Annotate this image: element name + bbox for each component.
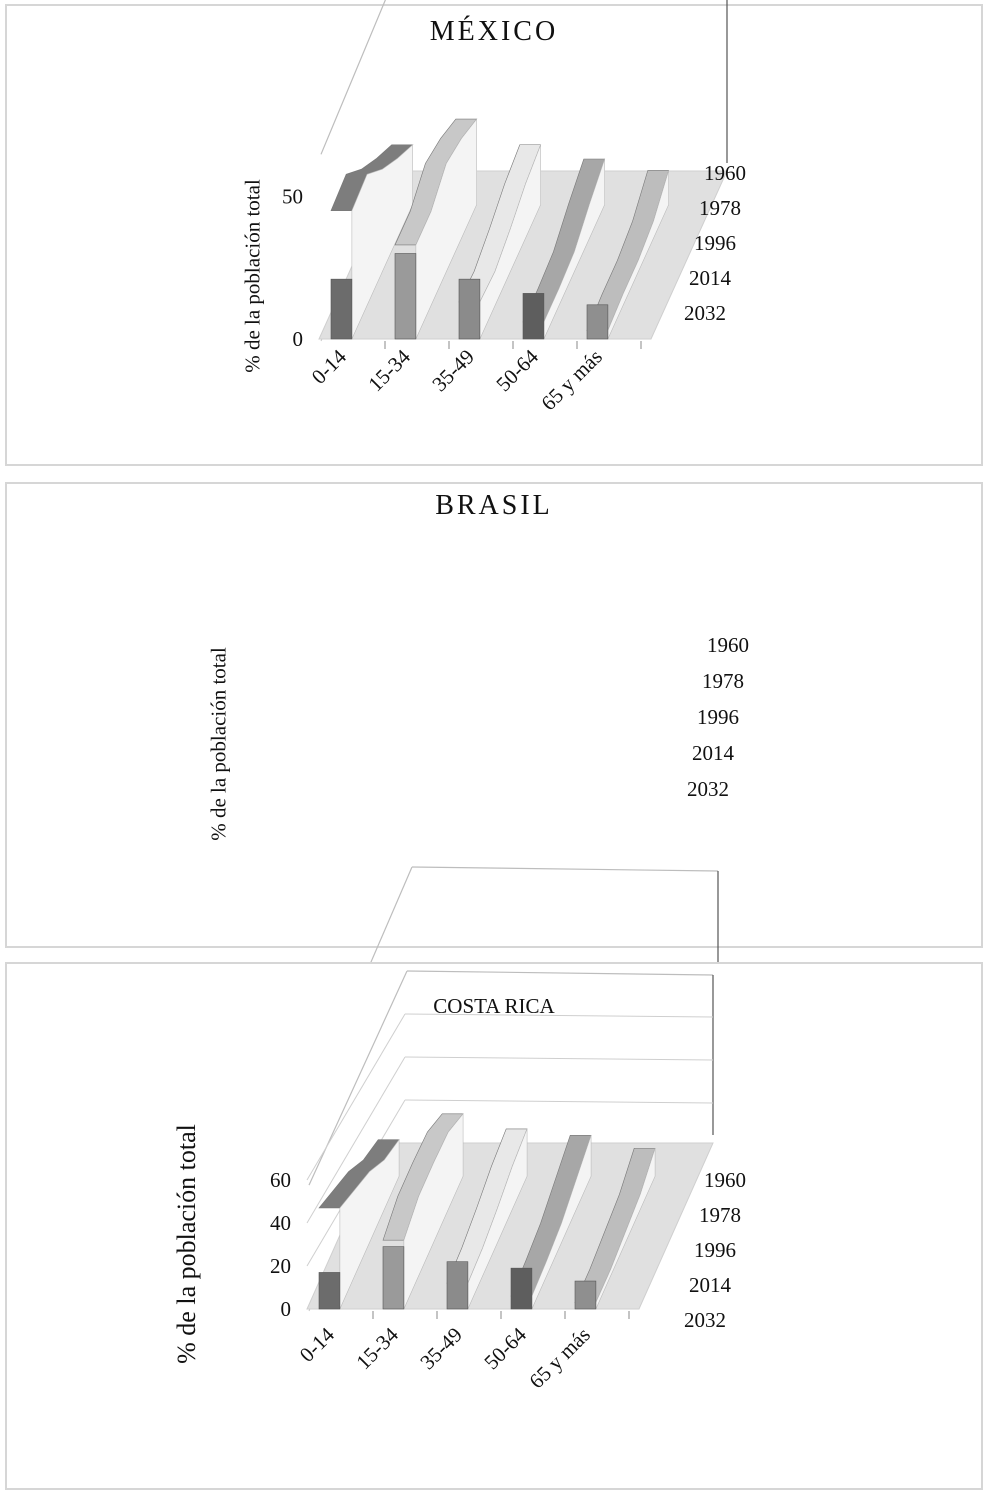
series-depth-label: 1996 xyxy=(694,231,736,255)
ribbon-front xyxy=(318,1272,341,1310)
ribbon-front xyxy=(394,253,417,340)
chart-panel-brasil: BRASIL % de la población total 0500-1415… xyxy=(5,482,983,1379)
gridline-back xyxy=(404,1013,714,1018)
series-depth-label: 1978 xyxy=(699,196,741,220)
ribbon-front xyxy=(458,278,481,340)
ribbon-front xyxy=(446,1261,469,1310)
series-depth-label: 2014 xyxy=(692,741,735,765)
ribbon-side xyxy=(403,1113,464,1310)
y-tick-label: 60 xyxy=(270,1168,291,1192)
series-depth-label: 1960 xyxy=(704,1168,746,1192)
x-tick-label: 0-14 xyxy=(295,1322,340,1367)
series-depth-label: 1978 xyxy=(699,1203,741,1227)
chart-panel-costa-rica: COSTA RICA % de la población total 0 20 40… xyxy=(5,962,983,1490)
x-tick-label: 35-49 xyxy=(427,345,479,397)
ribbon-front xyxy=(382,1246,405,1310)
x-tick-label: 50-64 xyxy=(491,344,543,396)
category-ribbon-35-49 xyxy=(446,1128,528,1310)
gridline-back xyxy=(404,1056,714,1061)
series-depth-label: 1978 xyxy=(702,669,744,693)
category-ribbon-15-34 xyxy=(382,1113,464,1310)
x-tick-label: 50-64 xyxy=(479,1322,531,1374)
ribbon-side xyxy=(543,158,605,340)
series-depth-label: 2032 xyxy=(684,301,726,325)
y-tick-label: 0 xyxy=(281,1297,292,1321)
y-tick-label: 0 xyxy=(293,327,304,351)
series-depth-label: 2014 xyxy=(689,266,732,290)
category-ribbon-35-49 xyxy=(458,144,542,340)
y-tick-label: 50 xyxy=(282,185,303,209)
y-tick-label: 40 xyxy=(270,1211,291,1235)
x-tick-label: 15-34 xyxy=(351,1322,403,1374)
ribbon-side xyxy=(595,1148,656,1310)
ribbon-side xyxy=(531,1135,592,1310)
chart-title: BRASIL xyxy=(435,490,553,521)
gridline-back xyxy=(404,1099,714,1104)
x-tick-label: 65 y más xyxy=(524,1323,595,1394)
ribbon-side xyxy=(607,170,669,340)
series-depth-label: 1960 xyxy=(707,633,749,657)
y-tick-label: 20 xyxy=(270,1254,291,1278)
x-tick-label: 35-49 xyxy=(415,1323,467,1375)
ribbon-front xyxy=(510,1267,533,1310)
category-ribbon-50-64 xyxy=(522,158,606,340)
ribbon-front xyxy=(522,293,545,340)
series-depth-label: 1996 xyxy=(694,1238,736,1262)
ribbon-side xyxy=(479,144,541,340)
ribbon-side xyxy=(415,118,477,340)
gridline xyxy=(306,1056,406,1224)
back-top-edge xyxy=(406,970,714,976)
chart-panel-mexico: MÉXICO % de la población total 0 50 0-14 15… xyxy=(5,0,983,466)
category-ribbon-0-14 xyxy=(330,144,414,340)
x-tick-label: 65 y más xyxy=(536,345,607,416)
series-depth-label: 1960 xyxy=(704,161,746,185)
ribbon-side xyxy=(467,1128,528,1310)
category-ribbon-65-y-más xyxy=(574,1147,656,1310)
chart-title: MÉXICO xyxy=(429,16,559,47)
category-ribbon-15-34 xyxy=(394,118,478,340)
ribbon-side xyxy=(339,1138,400,1310)
series-depth-label: 1996 xyxy=(697,705,739,729)
category-ribbon-65-y-más xyxy=(586,170,670,340)
x-tick-label: 0-14 xyxy=(307,344,352,389)
series-depth-label: 2032 xyxy=(684,1308,726,1332)
back-top-edge xyxy=(411,866,719,872)
series-depth-label: 2032 xyxy=(687,777,729,801)
x-tick-label: 15-34 xyxy=(363,344,415,396)
ribbon-front xyxy=(586,304,609,340)
ribbon-front xyxy=(574,1280,597,1310)
gridline xyxy=(306,1013,406,1181)
series-depth-label: 2014 xyxy=(689,1273,732,1297)
category-ribbon-0-14 xyxy=(318,1138,400,1310)
wall-edge xyxy=(320,0,386,155)
ribbon-front xyxy=(330,278,353,340)
category-ribbon-50-64 xyxy=(510,1135,592,1310)
